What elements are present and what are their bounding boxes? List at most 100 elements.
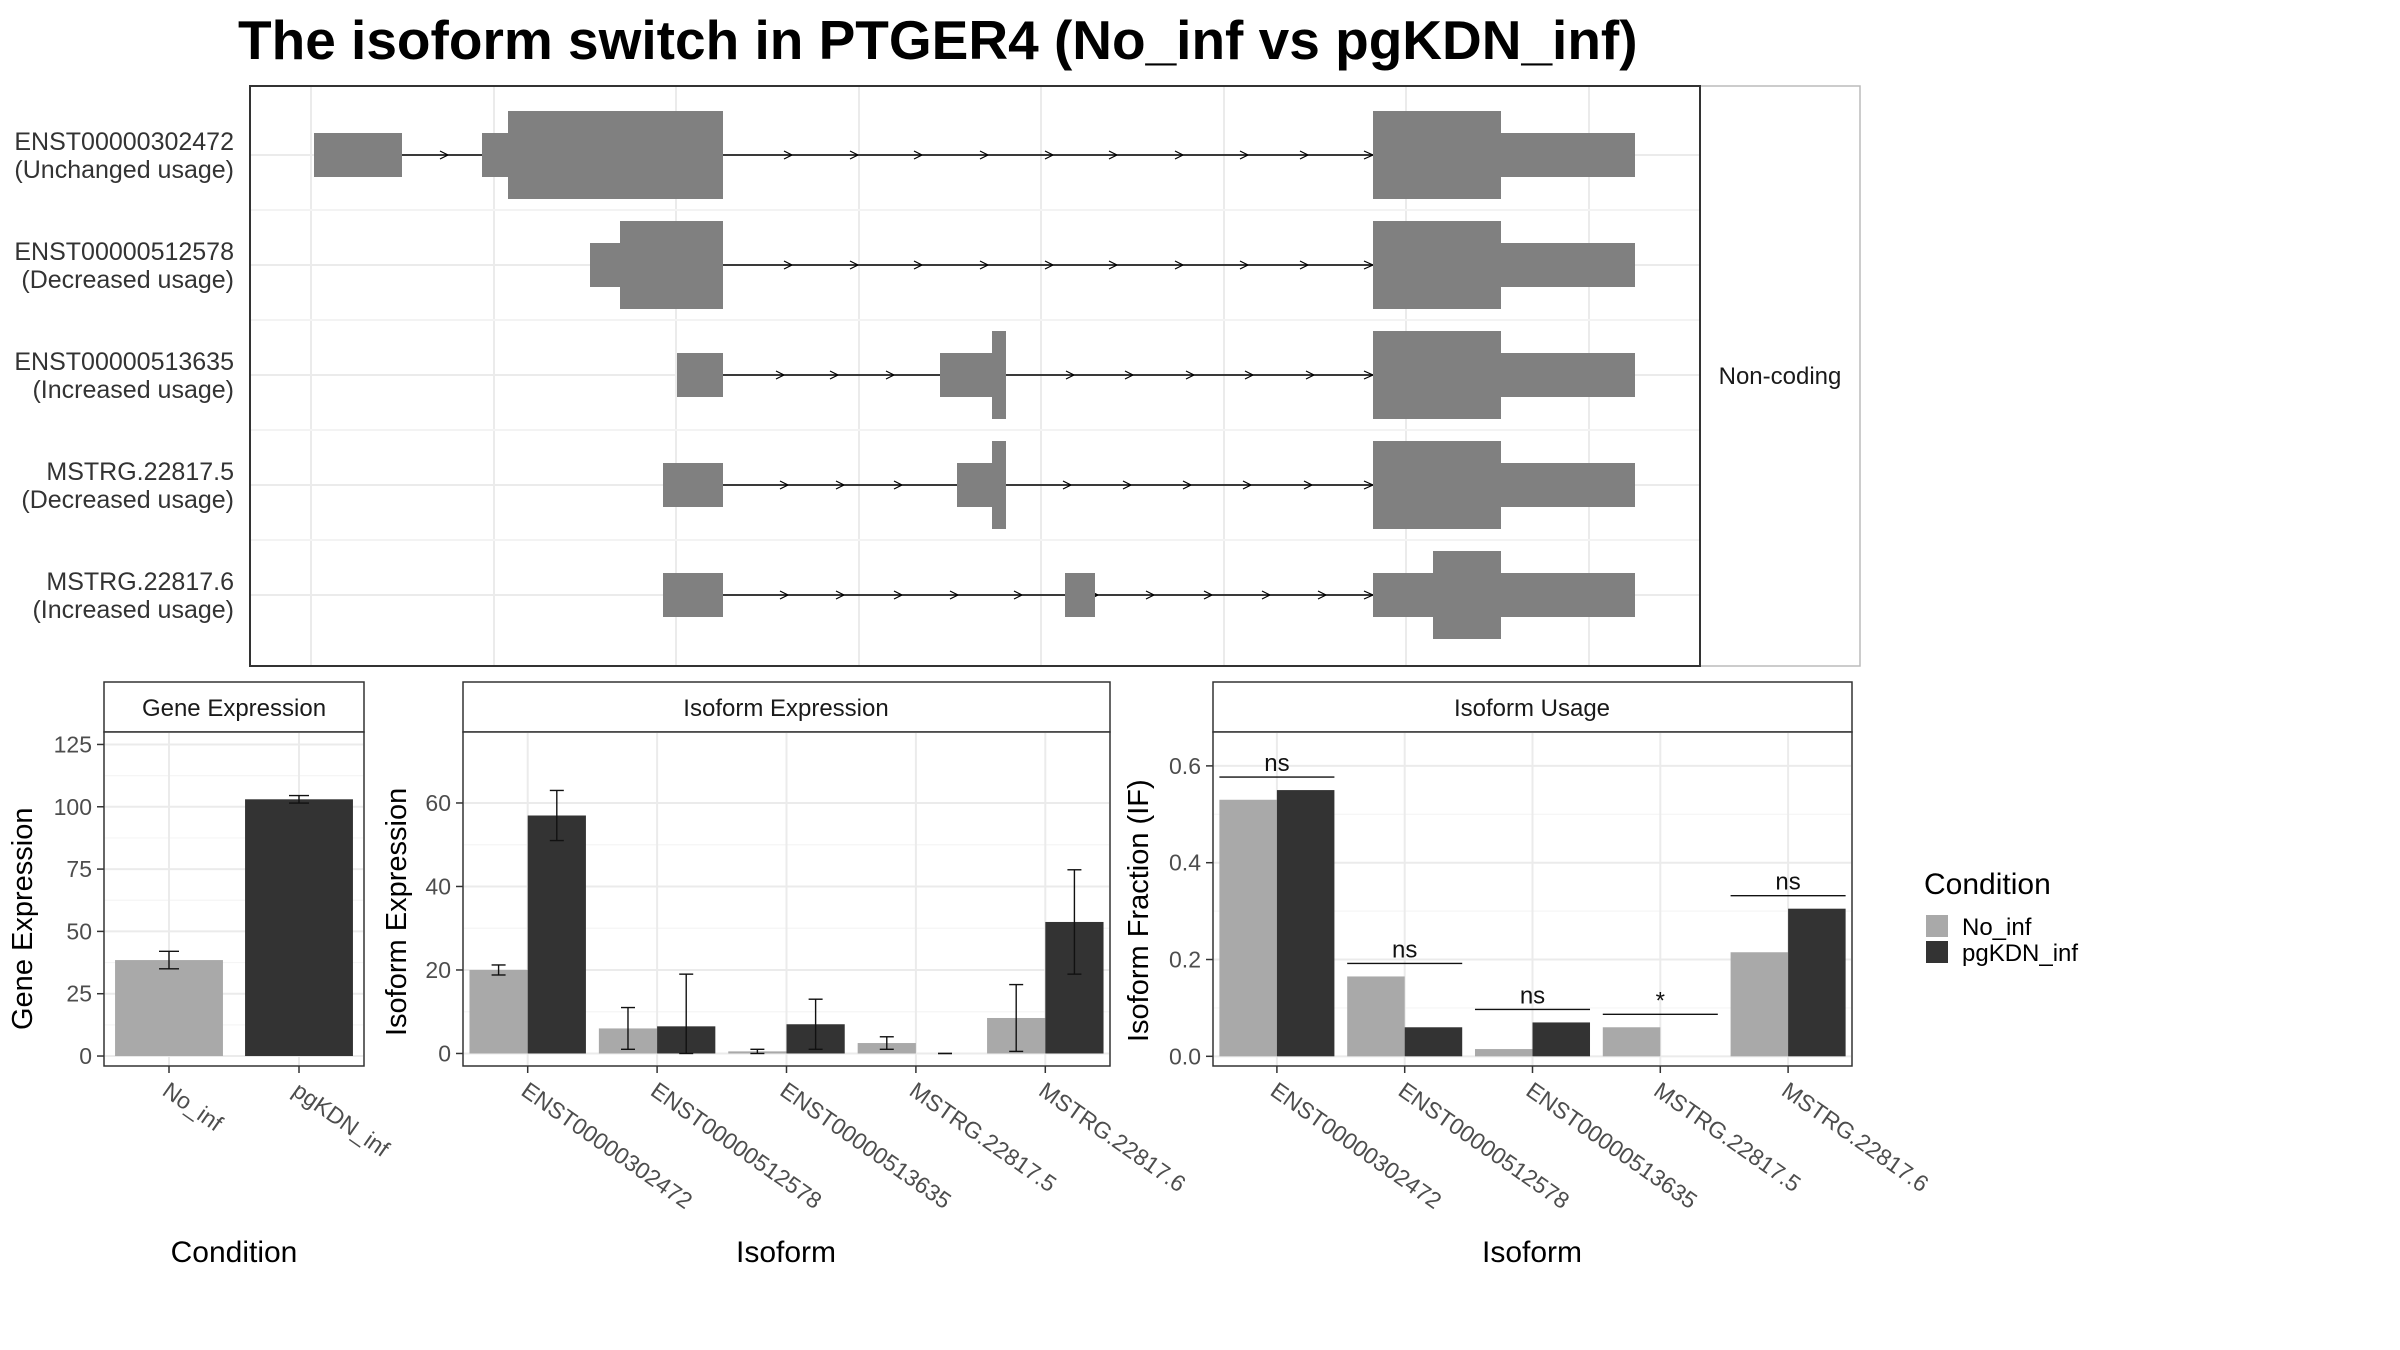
bar-no-inf [1347, 976, 1405, 1057]
exon-cds [1373, 111, 1501, 199]
transcript-structure [663, 441, 1635, 529]
isoform-usage: (Increased usage) [32, 596, 234, 624]
strip-label-isoform-usage: Isoform Usage [1454, 695, 1610, 722]
exon [1373, 573, 1433, 617]
isoform-id: MSTRG.22817.6 [46, 568, 234, 596]
bar-no-inf [115, 960, 223, 1057]
y-tick-label: 0.0 [1169, 1043, 1201, 1069]
significance-annotations: ns ns ns * ns [1219, 750, 1846, 1015]
exon [1501, 243, 1635, 287]
transcript-structure [314, 111, 1635, 199]
exon [1501, 573, 1635, 617]
exon [1065, 573, 1095, 617]
bars [469, 789, 1104, 1055]
legend-swatch-no-inf [1926, 915, 1948, 937]
x-axis-title-isoform: Isoform [1482, 1236, 1582, 1269]
bar-no-inf [1474, 1049, 1533, 1057]
significance-label: ns [1775, 869, 1800, 896]
isoform-id: ENST00000302472 [14, 128, 234, 156]
exon [1501, 133, 1635, 177]
x-axis-title-isoform: Isoform [736, 1236, 836, 1269]
isoform-label: ENST00000302472 (Unchanged usage) [14, 128, 234, 184]
y-tick-label: 125 [54, 731, 92, 757]
significance-label: ns [1264, 750, 1289, 777]
y-axis: 0.0 0.2 0.4 0.6 [1169, 753, 1213, 1069]
isoform-label: ENST00000513635 (Increased usage) [14, 348, 234, 404]
y-tick-label: 40 [425, 873, 451, 899]
exon [663, 463, 723, 507]
x-axis: ENST00000302472ENST00000512578ENST000005… [517, 1066, 1191, 1214]
bar-pgkdn-inf [527, 815, 586, 1054]
bar-pgkdn-inf [1532, 1022, 1591, 1057]
x-tick-label: pgKDN_inf [288, 1077, 395, 1162]
x-axis: No_inf pgKDN_inf [158, 1066, 395, 1162]
y-tick-label: 50 [66, 918, 92, 944]
y-tick-label: 20 [425, 957, 451, 983]
gene-expression-panel: Gene Expression 0 25 50 75 100 125 No_inf pgKD… [7, 681, 395, 1269]
structure-inner-frame [249, 85, 1701, 667]
exon-cds [992, 331, 1006, 419]
exon [663, 573, 723, 617]
legend-title: Condition [1924, 868, 2051, 901]
y-axis: 0 20 40 60 [425, 790, 463, 1066]
transcript-structure [677, 331, 1635, 419]
exon [482, 133, 508, 177]
figure-title: The isoform switch in PTGER4 (No_inf vs … [238, 9, 1638, 71]
isoform-label: MSTRG.22817.6 (Increased usage) [32, 568, 234, 624]
isoform-label: ENST00000512578 (Decreased usage) [14, 238, 234, 294]
bar-no-inf [469, 969, 528, 1054]
exon [314, 133, 402, 177]
exon [1501, 463, 1635, 507]
bar-pgkdn-inf [1788, 908, 1846, 1057]
y-tick-label: 0 [438, 1040, 451, 1066]
y-tick-label: 0 [79, 1043, 92, 1069]
legend: Condition No_inf pgKDN_inf [1924, 868, 2078, 967]
exon-cds [1373, 221, 1501, 309]
strip-gene-expression [103, 681, 365, 733]
x-tick-label: No_inf [158, 1077, 228, 1137]
y-tick-label: 60 [425, 790, 451, 816]
isoform-expression-panel: Isoform Expression 0 20 40 60 ENST000003024… [381, 681, 1191, 1269]
exon [1501, 353, 1635, 397]
bar-no-inf [1730, 952, 1789, 1057]
isoform-id: MSTRG.22817.5 [46, 458, 234, 486]
y-axis-title-isoform-expression: Isoform Expression [381, 788, 413, 1036]
legend-label-no-inf: No_inf [1962, 914, 2032, 941]
isoform-usage: (Decreased usage) [21, 486, 234, 514]
x-axis: ENST00000302472ENST00000512578ENST000005… [1266, 1066, 1934, 1214]
significance-label: * [1656, 987, 1665, 1014]
exon-cds [992, 441, 1006, 529]
isoform-usage: (Decreased usage) [21, 266, 234, 294]
bar-pgkdn-inf [1404, 1027, 1463, 1057]
y-tick-label: 0.2 [1169, 947, 1201, 973]
transcript-structure [663, 551, 1635, 639]
y-axis-title-isoform-fraction: Isoform Fraction (IF) [1123, 779, 1155, 1042]
legend-label-pgkdn-inf: pgKDN_inf [1962, 940, 2078, 967]
y-tick-label: 0.6 [1169, 753, 1201, 779]
structure-panel: Non-coding [249, 85, 1861, 667]
isoform-usage-panel: Isoform Usage ns ns ns * ns 0.0 0.2 0.4 0.6 ENS… [1123, 681, 1934, 1269]
strip-label-gene-expression: Gene Expression [142, 695, 326, 722]
x-axis-title-condition: Condition [171, 1236, 298, 1269]
strip-label-isoform-expression: Isoform Expression [683, 695, 888, 722]
exon [1373, 331, 1501, 419]
y-tick-label: 75 [66, 856, 92, 882]
y-tick-label: 0.4 [1169, 850, 1201, 876]
isoform-usage: (Increased usage) [32, 376, 234, 404]
legend-swatch-pgkdn-inf [1926, 941, 1948, 963]
isoform-id: ENST00000512578 [14, 238, 234, 266]
y-tick-label: 25 [66, 981, 92, 1007]
significance-label: ns [1520, 982, 1545, 1009]
significance-label: ns [1392, 936, 1417, 963]
y-axis-title-gene-expression: Gene Expression [7, 808, 39, 1030]
isoform-id: ENST00000513635 [14, 348, 234, 376]
y-tick-label: 100 [54, 794, 92, 820]
exon-cds [620, 221, 723, 309]
isoform-usage: (Unchanged usage) [14, 156, 234, 184]
exon-cds [508, 111, 723, 199]
exon [677, 353, 723, 397]
strip-isoform-usage [1212, 681, 1853, 733]
bars [115, 794, 353, 1057]
transcript-structure [590, 221, 1635, 309]
